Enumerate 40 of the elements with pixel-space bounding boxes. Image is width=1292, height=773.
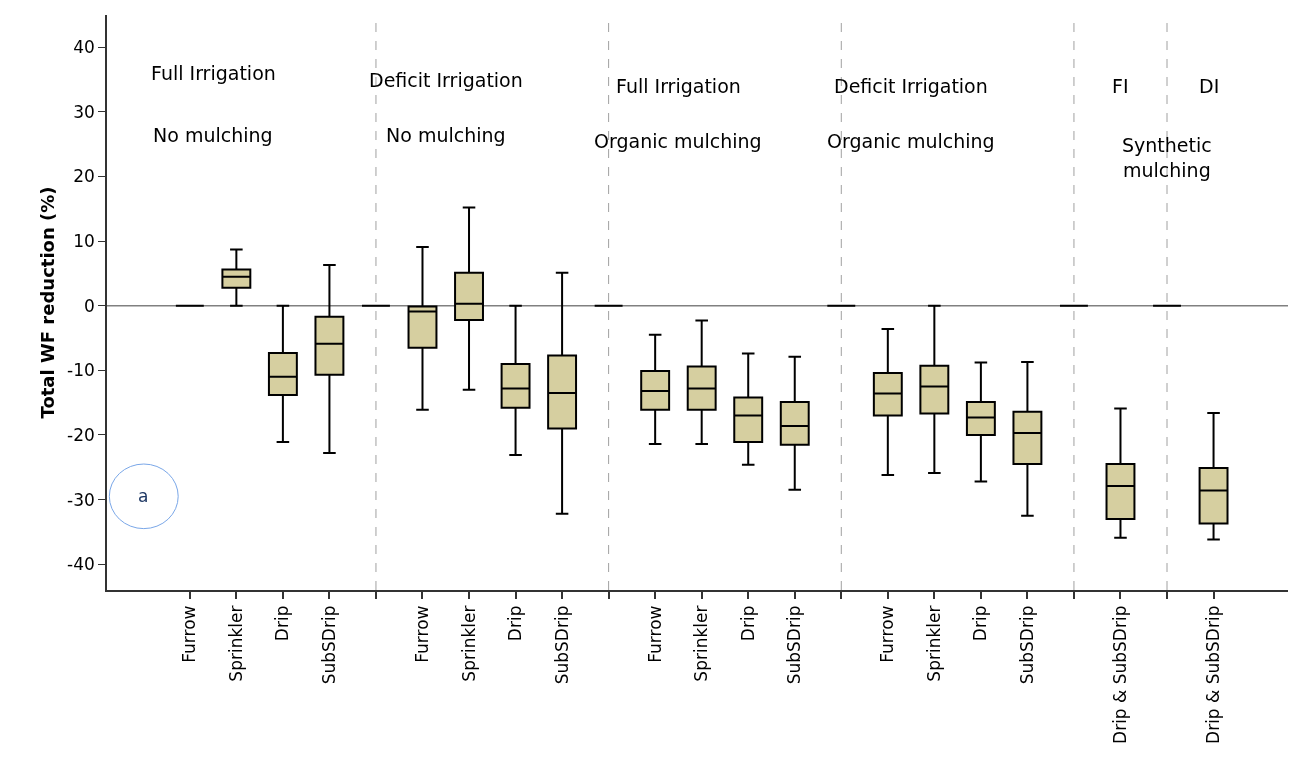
x-tick-label: Drip bbox=[505, 605, 526, 642]
annotation: Full Irrigation bbox=[151, 62, 276, 84]
annotation: Synthetic mulching bbox=[1122, 134, 1212, 181]
x-tick-label: Furrow bbox=[179, 605, 200, 663]
x-tick-label: SubSDrip bbox=[318, 605, 339, 685]
annotation: FI bbox=[1112, 75, 1129, 97]
x-tick-label: Furrow bbox=[877, 605, 898, 663]
x-tick-label: SubSDrip bbox=[551, 605, 572, 685]
x-tick-label: Sprinkler bbox=[923, 605, 944, 682]
y-tick-label: 10 bbox=[73, 231, 95, 252]
y-tick-label: -10 bbox=[67, 360, 95, 381]
x-tick-label: Sprinkler bbox=[691, 605, 712, 682]
x-tick-label: SubSDrip bbox=[1016, 605, 1037, 685]
x-tick-label: Sprinkler bbox=[225, 605, 246, 682]
x-tick-label: Drip bbox=[272, 605, 293, 642]
y-tick-label: 30 bbox=[73, 101, 95, 122]
annotation: Deficit Irrigation bbox=[834, 75, 988, 97]
y-tick-label: 0 bbox=[84, 295, 95, 316]
y-axis-title: Total WF reduction (%) bbox=[36, 186, 58, 419]
x-tick-label: Sprinkler bbox=[458, 605, 479, 682]
y-tick-label: -40 bbox=[67, 554, 95, 575]
annotation: Deficit Irrigation bbox=[369, 69, 523, 91]
annotation: Organic mulching bbox=[827, 130, 995, 152]
x-tick-label: Drip bbox=[970, 605, 991, 642]
y-tick-label: 20 bbox=[73, 166, 95, 187]
annotation: Full Irrigation bbox=[616, 75, 741, 97]
annotation: Organic mulching bbox=[594, 130, 762, 152]
y-tick-label: 40 bbox=[73, 37, 95, 58]
y-tick-label: -30 bbox=[67, 489, 95, 510]
x-tick-label: Furrow bbox=[412, 605, 433, 663]
y-tick-label: -20 bbox=[67, 424, 95, 445]
x-tick-label: Drip & SubSDrip bbox=[1203, 605, 1224, 744]
x-tick-label: Furrow bbox=[644, 605, 665, 663]
annotation: No mulching bbox=[386, 124, 506, 146]
x-tick-label: SubSDrip bbox=[784, 605, 805, 685]
x-tick-label: Drip & SubSDrip bbox=[1110, 605, 1131, 744]
annotation: No mulching bbox=[153, 124, 273, 146]
x-tick-label: Drip bbox=[737, 605, 758, 642]
annotation: DI bbox=[1199, 75, 1220, 97]
text: a bbox=[138, 486, 149, 506]
